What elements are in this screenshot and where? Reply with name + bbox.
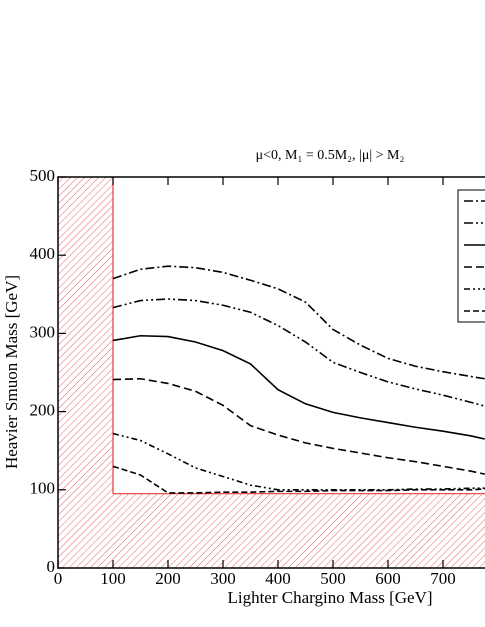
x-tick-label: 0: [54, 569, 63, 588]
legend: [457, 189, 485, 323]
x-tick-label: 100: [100, 569, 126, 588]
y-tick-label: 400: [30, 244, 56, 263]
lines: [112, 265, 485, 494]
y-tick-label: 500: [30, 166, 56, 185]
series-line: [112, 432, 485, 491]
y-tick-label: 200: [30, 401, 56, 420]
excluded-area: [58, 177, 485, 568]
series-line: [112, 334, 485, 440]
x-tick-label: 700: [430, 569, 456, 588]
x-tick-label: 500: [320, 569, 346, 588]
x-axis-label: Lighter Chargino Mass [GeV]: [227, 588, 432, 607]
excluded-region: [58, 177, 485, 568]
series-line: [112, 298, 485, 407]
x-tick-label: 400: [265, 569, 291, 588]
y-axis-label: Heavier Smuon Mass [GeV]: [2, 275, 21, 469]
chart-title: μ<0, M₁ = 0.5M₂, |μ| > M₂: [256, 148, 405, 163]
x-tick-label: 200: [155, 569, 181, 588]
y-tick-label: 300: [30, 322, 56, 341]
x-tick-label: 600: [375, 569, 401, 588]
series-line: [112, 465, 485, 494]
series-line: [112, 265, 485, 380]
series-line: [112, 377, 485, 475]
x-tick-label: 300: [210, 569, 236, 588]
legend-box: [457, 189, 485, 323]
y-tick-label: 0: [47, 557, 56, 576]
y-tick-label: 100: [30, 479, 56, 498]
